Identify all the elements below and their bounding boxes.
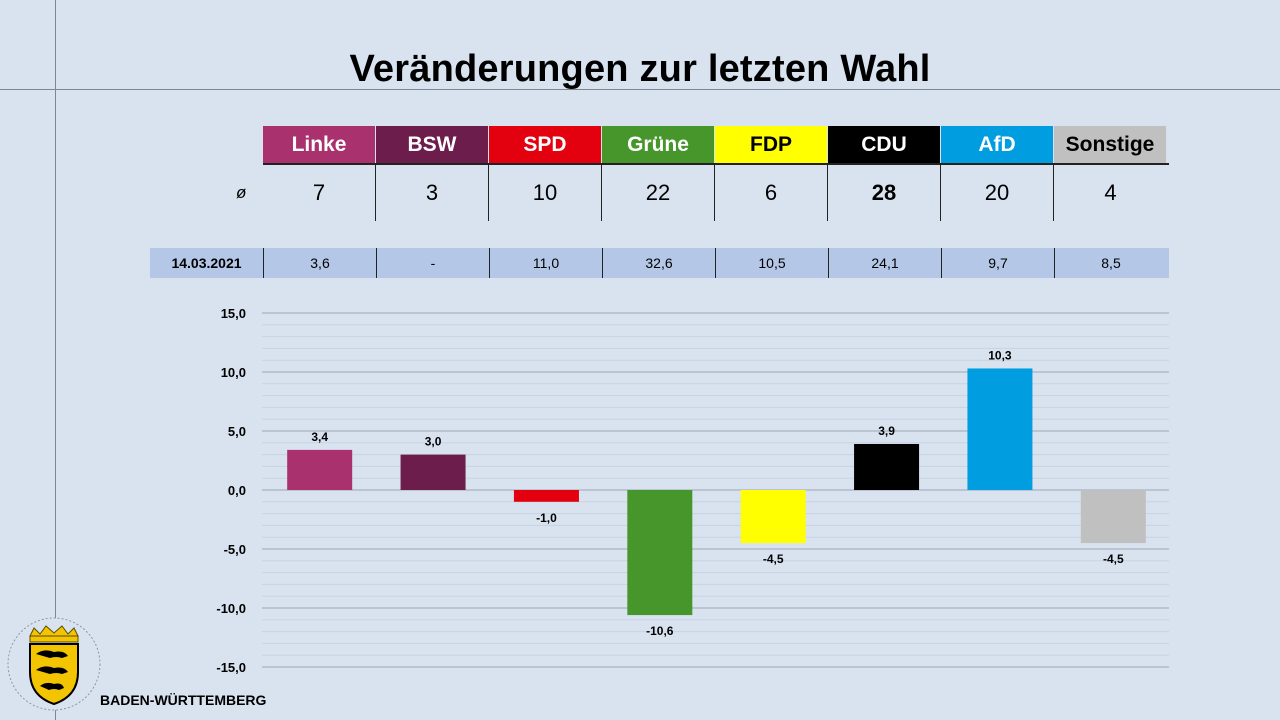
previous-result-bsw: - (376, 248, 489, 278)
coat-of-arms-logo (7, 617, 101, 711)
party-header-linke: Linke (263, 126, 376, 164)
guide-line-horizontal (0, 89, 1280, 90)
party-header-fdp: FDP (715, 126, 828, 164)
state-name: BADEN-WÜRTTEMBERG (100, 692, 267, 708)
seats-linke: 7 (263, 165, 376, 221)
party-header-spd: SPD (489, 126, 602, 164)
data-label-fdp: -4,5 (763, 552, 784, 566)
previous-result-cdu: 24,1 (828, 248, 941, 278)
bar-grüne (627, 490, 693, 616)
party-header-afd: AfD (941, 126, 1054, 164)
party-header-cdu: CDU (828, 126, 941, 164)
data-label-bsw: 3,0 (425, 435, 442, 449)
seats-fdp: 6 (715, 165, 828, 221)
y-tick-label: 10,0 (221, 365, 246, 380)
seats-cdu: 28 (828, 165, 941, 221)
data-label-cdu: 3,9 (878, 424, 895, 438)
previous-result-grüne: 32,6 (602, 248, 715, 278)
previous-result-sonstige: 8,5 (1054, 248, 1167, 278)
party-header-grüne: Grüne (602, 126, 715, 164)
y-tick-label: 5,0 (228, 424, 246, 439)
bar-afd (967, 368, 1033, 490)
previous-election-date: 14.03.2021 (171, 255, 242, 271)
seats-afd: 20 (941, 165, 1054, 221)
bar-fdp (740, 490, 806, 544)
bar-spd (513, 490, 579, 502)
y-tick-label: -15,0 (216, 660, 246, 675)
bar-bsw (400, 454, 466, 490)
header-divider (263, 163, 1169, 165)
party-header-bsw: BSW (376, 126, 489, 164)
y-tick-label: 15,0 (221, 306, 246, 321)
guide-line-vertical (55, 0, 56, 720)
data-label-sonstige: -4,5 (1103, 552, 1124, 566)
seats-bsw: 3 (376, 165, 489, 221)
bar-cdu (854, 443, 920, 490)
y-tick-label: -10,0 (216, 601, 246, 616)
seats-grüne: 22 (602, 165, 715, 221)
previous-result-fdp: 10,5 (715, 248, 828, 278)
previous-result-spd: 11,0 (489, 248, 602, 278)
previous-result-afd: 9,7 (941, 248, 1054, 278)
bar-sonstige (1080, 490, 1146, 544)
y-tick-label: -5,0 (224, 542, 246, 557)
party-header-row: Linke BSW SPD Grüne FDP CDU AfD Sonstige (263, 126, 1167, 164)
seats-sonstige: 4 (1104, 180, 1117, 205)
previous-result-row: 14.03.2021 3,6-11,0 32,6 10,5 24,1 9,7 8,5 (150, 248, 1169, 278)
page-title: Veränderungen zur letzten Wahl (349, 48, 931, 90)
seats-row: 7 3 10 22 6 28 20 4 (263, 165, 1167, 221)
data-label-linke: 3,4 (311, 430, 328, 444)
seats-spd: 10 (489, 165, 602, 221)
seats-symbol: ø (236, 183, 247, 202)
data-label-spd: -1,0 (536, 511, 557, 525)
y-tick-label: 0,0 (228, 483, 246, 498)
data-label-grüne: -10,6 (646, 624, 674, 638)
previous-result-linke: 3,6 (263, 248, 376, 278)
bar-linke (287, 449, 353, 490)
party-header-sonstige: Sonstige (1054, 126, 1167, 164)
data-label-afd: 10,3 (988, 348, 1012, 362)
